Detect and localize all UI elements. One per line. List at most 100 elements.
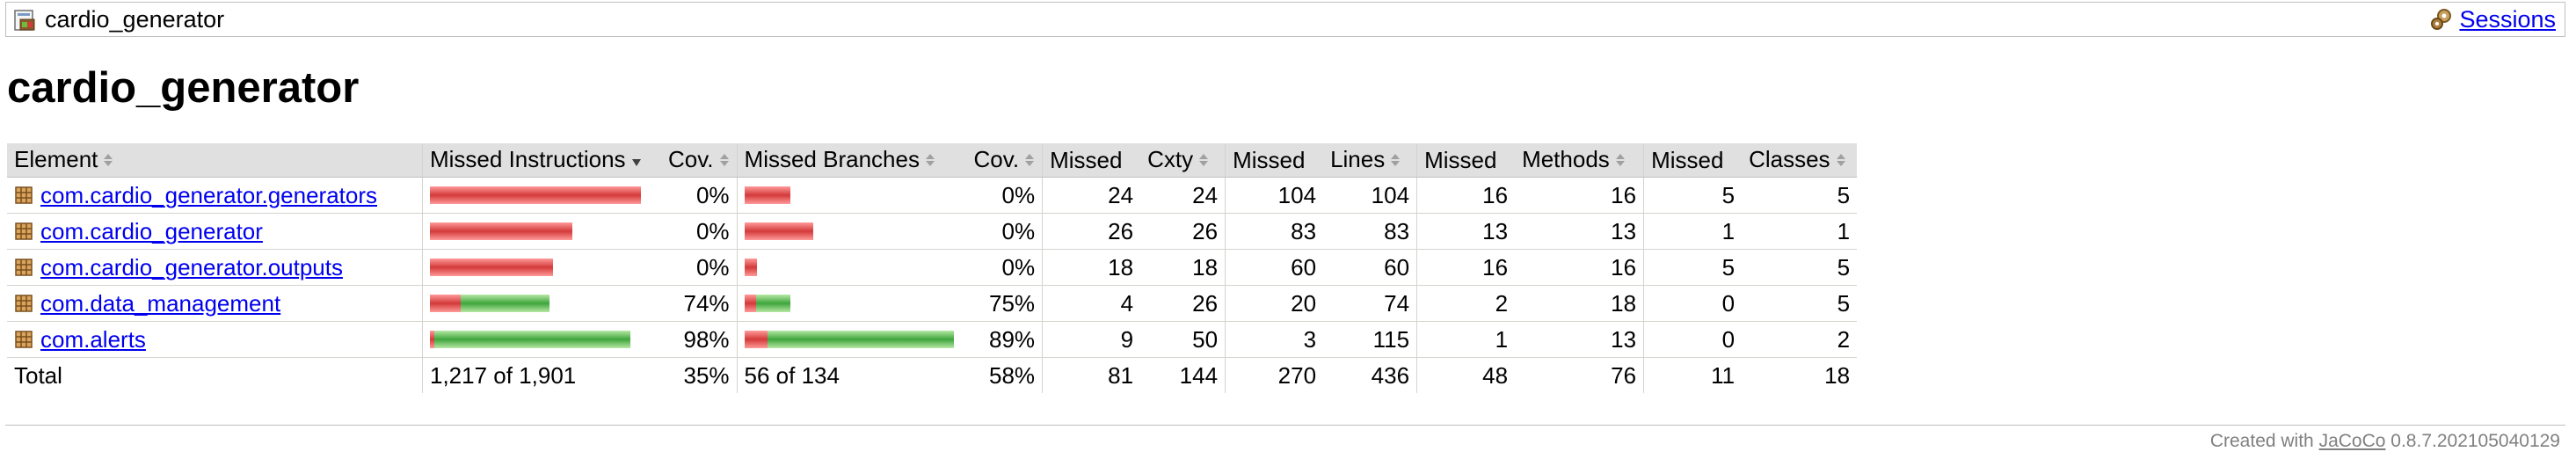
- lines-cell: 60: [1323, 249, 1417, 286]
- coverage-bar: [430, 331, 654, 348]
- package-link[interactable]: com.alerts: [40, 325, 146, 353]
- coverage-bar: [744, 186, 960, 204]
- total-row: Total 1,217 of 1,901 35% 56 of 134 58% 8…: [7, 357, 1857, 393]
- col-element[interactable]: Element: [7, 143, 423, 178]
- methods-missed-cell: 16: [1416, 177, 1516, 214]
- col-lines-missed[interactable]: Missed: [1225, 143, 1324, 178]
- classes-missed-cell: 5: [1643, 249, 1743, 286]
- missed-bar: [430, 222, 572, 240]
- methods-cell: 16: [1515, 177, 1644, 214]
- sort-arrows-icon: [719, 147, 730, 174]
- lines-missed-cell: 83: [1225, 213, 1324, 250]
- missed-instructions-bar-cell: [422, 177, 661, 214]
- element-cell: com.cardio_generator.generators: [7, 177, 423, 214]
- cxty-cell: 26: [1140, 213, 1226, 250]
- breadcrumb-right: Sessions: [2429, 6, 2565, 33]
- missed-bar: [744, 222, 813, 240]
- lines-missed-cell: 20: [1225, 285, 1324, 322]
- instr-cov-cell: 74%: [661, 285, 738, 322]
- sort-arrows-icon: [1198, 147, 1209, 174]
- col-lines[interactable]: Lines: [1323, 143, 1417, 178]
- sessions-icon: [2429, 7, 2454, 32]
- coverage-bar: [430, 259, 654, 276]
- element-cell: com.alerts: [7, 321, 423, 358]
- classes-missed-cell: 1: [1643, 213, 1743, 250]
- branch-cov-cell: 0%: [966, 177, 1043, 214]
- col-classes[interactable]: Classes: [1742, 143, 1858, 178]
- package-link[interactable]: com.data_management: [40, 289, 281, 317]
- col-methods-missed[interactable]: Missed: [1416, 143, 1516, 178]
- instr-cov-cell: 0%: [661, 213, 738, 250]
- cxty-cell: 18: [1140, 249, 1226, 286]
- missed-branches-bar-cell: [736, 177, 967, 214]
- col-methods[interactable]: Methods: [1515, 143, 1644, 178]
- sessions-link[interactable]: Sessions: [2459, 5, 2556, 33]
- col-missed-branches[interactable]: Missed Branches: [736, 143, 967, 178]
- package-link[interactable]: com.cardio_generator.generators: [40, 181, 378, 208]
- total-instr-missed: 1,217 of 1,901: [422, 357, 661, 393]
- methods-missed-cell: 1: [1416, 321, 1516, 358]
- covered-bar: [434, 331, 630, 348]
- sort-arrows-icon: [103, 147, 113, 174]
- col-missed-instructions[interactable]: Missed Instructions: [422, 143, 661, 178]
- methods-missed-cell: 16: [1416, 249, 1516, 286]
- methods-missed-cell: 13: [1416, 213, 1516, 250]
- package-icon: [14, 186, 33, 205]
- cxty-missed-cell: 24: [1042, 177, 1141, 214]
- cxty-cell: 26: [1140, 285, 1226, 322]
- instr-cov-cell: 0%: [661, 177, 738, 214]
- cxty-missed-cell: 9: [1042, 321, 1141, 358]
- coverage-bar: [430, 186, 654, 204]
- coverage-bar: [744, 295, 960, 312]
- footer-version: 0.8.7.202105040129: [2390, 431, 2560, 451]
- cxty-missed-cell: 4: [1042, 285, 1141, 322]
- total-cxty-missed: 81: [1042, 357, 1141, 393]
- missed-instructions-bar-cell: [422, 285, 661, 322]
- lines-missed-cell: 3: [1225, 321, 1324, 358]
- col-instr-cov[interactable]: Cov.: [661, 143, 738, 178]
- total-methods-missed: 48: [1416, 357, 1516, 393]
- jacoco-link[interactable]: JaCoCo: [2318, 431, 2386, 451]
- missed-instructions-bar-cell: [422, 249, 661, 286]
- coverage-bar: [744, 259, 960, 276]
- total-cxty: 144: [1179, 361, 1219, 389]
- missed-bar: [430, 295, 461, 312]
- report-icon: [13, 7, 38, 32]
- lines-missed-cell: 104: [1225, 177, 1324, 214]
- missed-branches-bar-cell: [736, 249, 967, 286]
- missed-bar: [744, 295, 756, 312]
- coverage-bar: [744, 331, 960, 348]
- table-row: com.cardio_generator 0% 0% 26 26 83 83 13 13 1 1: [7, 213, 1858, 250]
- col-cxty-missed[interactable]: Missed: [1042, 143, 1141, 178]
- table-row: com.cardio_generator.outputs 0% 0% 18 18 60 60…: [7, 249, 1858, 286]
- methods-cell: 18: [1515, 285, 1644, 322]
- instr-cov-cell: 0%: [661, 249, 738, 286]
- methods-cell: 13: [1515, 321, 1644, 358]
- table-row: com.data_management 74% 75% 4 26 20 74 2 18 0 5: [7, 285, 1858, 322]
- breadcrumb: cardio_generator Sessions: [5, 2, 2565, 37]
- element-cell: com.cardio_generator: [7, 213, 423, 250]
- footer-divider: [5, 425, 2565, 426]
- cxty-cell: 50: [1140, 321, 1226, 358]
- total-lines-missed: 270: [1225, 357, 1324, 393]
- col-classes-missed[interactable]: Missed: [1643, 143, 1743, 178]
- coverage-bar: [430, 295, 654, 312]
- package-link[interactable]: com.cardio_generator.outputs: [40, 253, 343, 280]
- col-branch-cov[interactable]: Cov.: [966, 143, 1043, 178]
- missed-branches-bar-cell: [736, 213, 967, 250]
- lines-missed-cell: 60: [1225, 249, 1324, 286]
- col-cxty[interactable]: Cxty: [1140, 143, 1226, 178]
- missed-bar: [430, 331, 434, 348]
- branch-cov-cell: 89%: [966, 321, 1043, 358]
- total-branch-cov: 58%: [989, 361, 1036, 389]
- package-icon: [14, 330, 33, 349]
- missed-bar: [744, 186, 790, 204]
- total-label: Total: [14, 361, 62, 389]
- total-classes: 18: [1824, 361, 1851, 389]
- package-link[interactable]: com.cardio_generator: [40, 217, 263, 244]
- methods-cell: 13: [1515, 213, 1644, 250]
- classes-missed-cell: 0: [1643, 285, 1743, 322]
- classes-cell: 5: [1742, 249, 1858, 286]
- branch-cov-cell: 75%: [966, 285, 1043, 322]
- missed-branches-bar-cell: [736, 285, 967, 322]
